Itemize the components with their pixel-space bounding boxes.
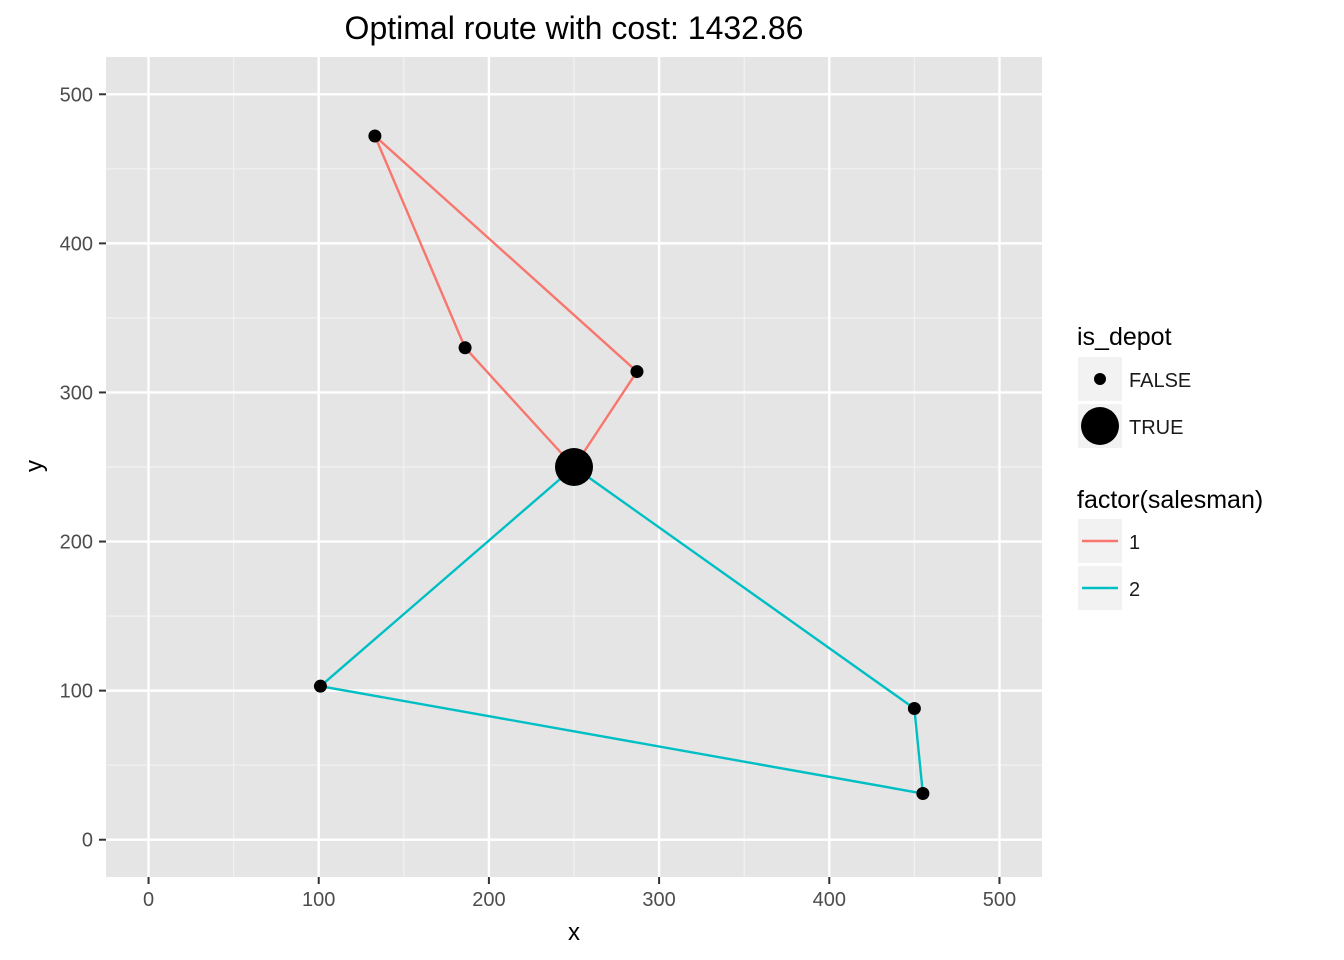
x-axis-label: x	[568, 919, 580, 946]
legend-label-salesman-2: 2	[1129, 579, 1140, 601]
stop-point	[916, 787, 930, 801]
legend-label-true: TRUE	[1129, 417, 1183, 439]
x-tick-label: 300	[642, 889, 675, 911]
y-tick-label: 200	[60, 532, 93, 554]
stop-point	[458, 341, 472, 355]
x-tick-label: 200	[472, 889, 505, 911]
y-tick-label: 100	[60, 681, 93, 703]
chart-title: Optimal route with cost: 1432.86	[345, 10, 804, 46]
y-tick-label: 500	[60, 84, 93, 106]
stop-points	[313, 129, 930, 801]
legend: is_depot FALSE TRUE factor(salesman) 1 2	[1077, 323, 1263, 610]
y-axis-ticks: 0 100 200 300 400 500	[60, 84, 106, 852]
grid-major	[106, 57, 1042, 877]
y-axis-label: y	[21, 460, 48, 472]
legend-title-salesman: factor(salesman)	[1077, 486, 1263, 514]
legend-label-false: FALSE	[1129, 370, 1191, 392]
stop-point	[630, 365, 644, 379]
legend-point-true-icon	[1081, 407, 1119, 445]
stop-point	[907, 702, 921, 716]
depot-point	[555, 448, 593, 486]
x-axis-ticks: 0 100 200 300 400 500	[143, 877, 1016, 911]
y-tick-label: 400	[60, 233, 93, 255]
legend-title-is-depot: is_depot	[1077, 323, 1172, 351]
y-tick-label: 0	[82, 830, 93, 852]
x-tick-label: 400	[813, 889, 846, 911]
x-tick-label: 100	[302, 889, 335, 911]
legend-label-salesman-1: 1	[1129, 532, 1140, 554]
stop-point	[313, 679, 327, 693]
x-tick-label: 500	[983, 889, 1016, 911]
y-tick-label: 300	[60, 382, 93, 404]
legend-point-false-icon	[1094, 373, 1106, 385]
stop-point	[368, 129, 382, 143]
x-tick-label: 0	[143, 889, 154, 911]
